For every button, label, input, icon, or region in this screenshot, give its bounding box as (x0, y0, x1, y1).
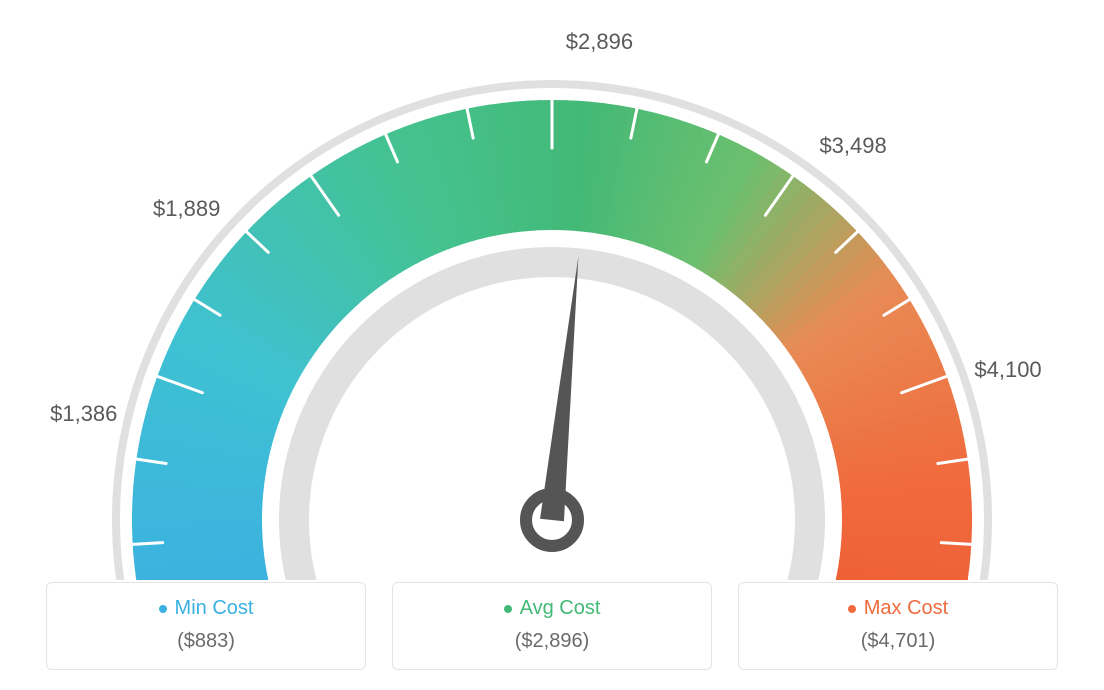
dot-icon (159, 605, 167, 613)
gauge-svg (42, 20, 1062, 580)
dot-icon (504, 605, 512, 613)
legend-title-min: Min Cost (159, 597, 254, 620)
legend-title-max: Max Cost (848, 597, 948, 620)
legend-card-max: Max Cost ($4,701) (738, 582, 1058, 670)
legend-value-max: ($4,701) (739, 630, 1057, 653)
legend-row: Min Cost ($883) Avg Cost ($2,896) Max Co… (46, 582, 1058, 670)
legend-title-avg: Avg Cost (504, 597, 601, 620)
gauge-tick-label: $2,896 (566, 29, 633, 55)
legend-value-min: ($883) (47, 630, 365, 653)
legend-value-avg: ($2,896) (393, 630, 711, 653)
gauge-tick-label: $1,889 (153, 196, 220, 222)
legend-title-text: Avg Cost (520, 597, 601, 620)
legend-title-text: Max Cost (864, 597, 948, 620)
gauge-tick-label: $1,386 (50, 401, 117, 427)
legend-title-text: Min Cost (175, 597, 254, 620)
dot-icon (848, 605, 856, 613)
gauge-tick-label: $4,100 (974, 357, 1041, 383)
gauge-chart: $883$1,386$1,889$2,896$3,498$4,100$4,701 (42, 20, 1062, 580)
legend-card-avg: Avg Cost ($2,896) (392, 582, 712, 670)
gauge-tick-label: $3,498 (819, 133, 886, 159)
legend-card-min: Min Cost ($883) (46, 582, 366, 670)
